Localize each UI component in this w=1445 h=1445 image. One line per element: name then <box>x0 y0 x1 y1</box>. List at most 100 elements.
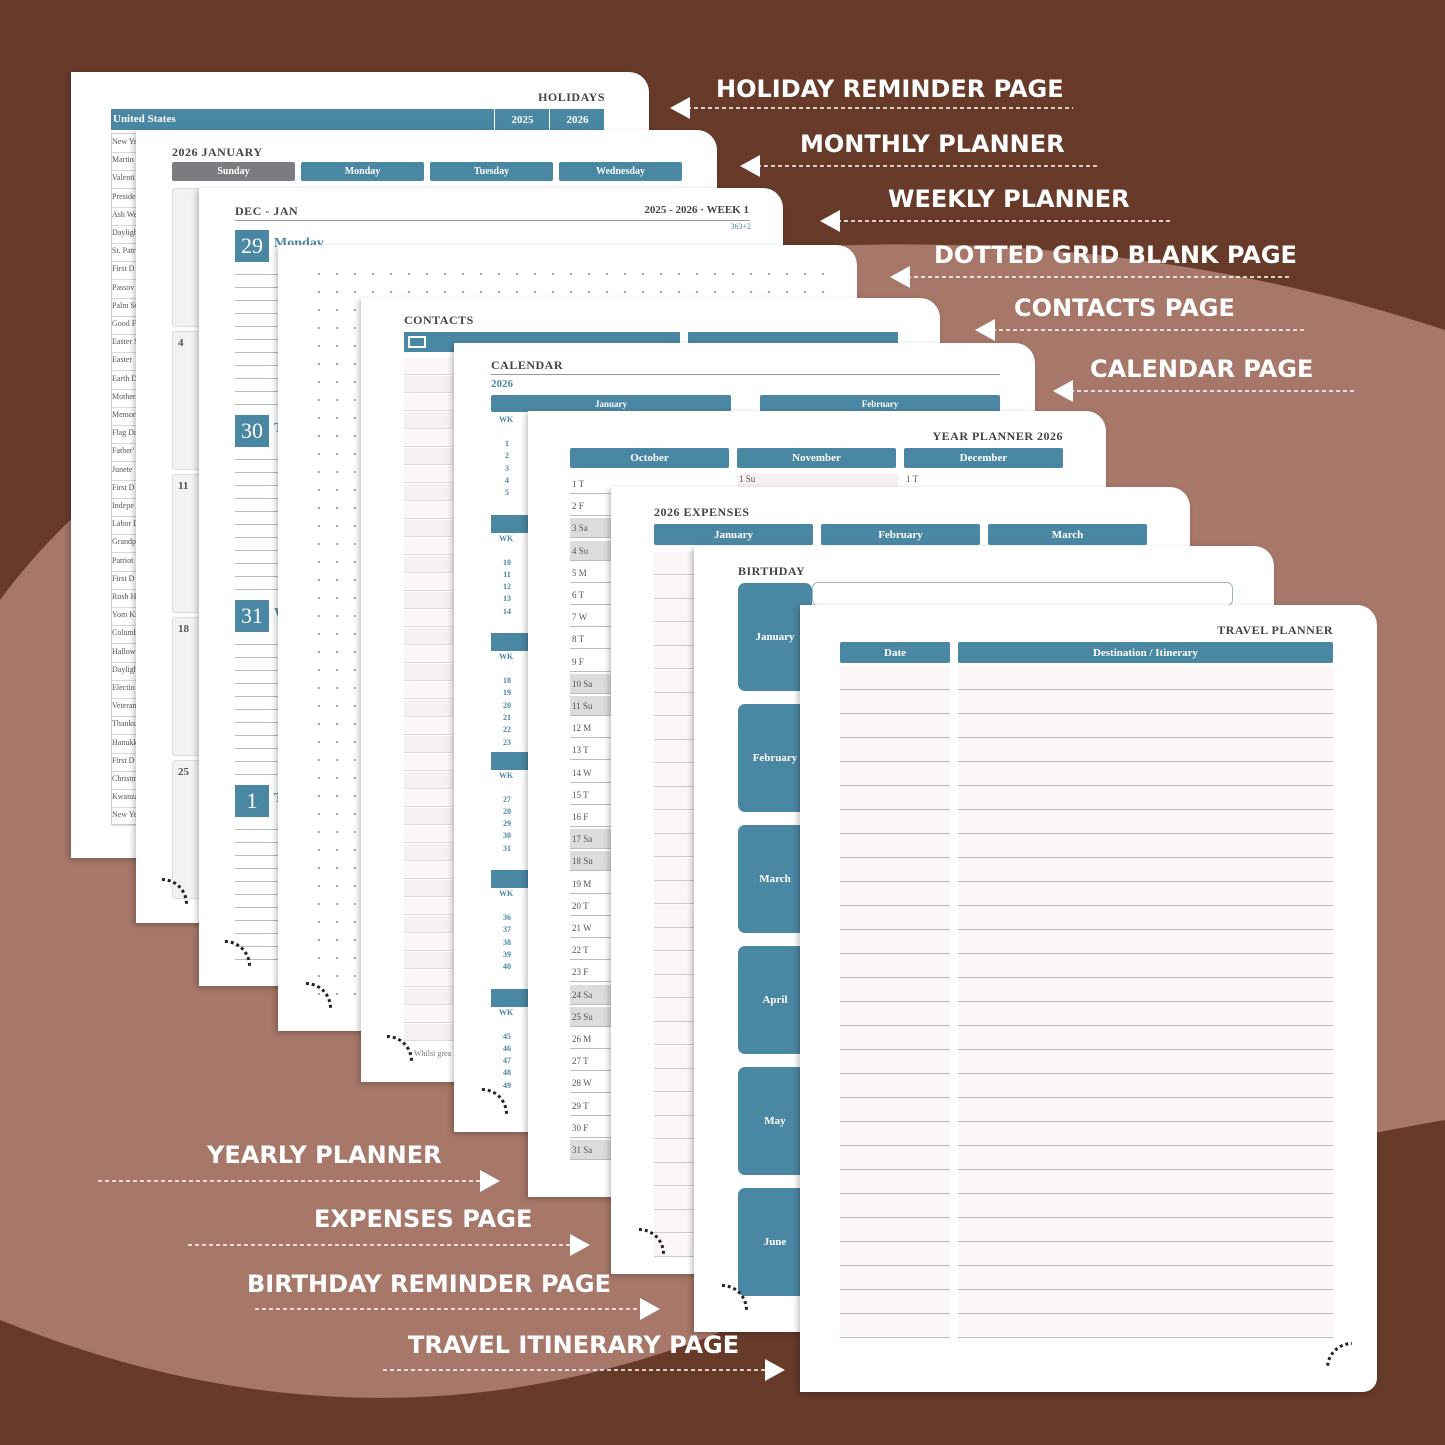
contact-row <box>404 394 460 411</box>
travel-row <box>840 762 950 786</box>
contact-row <box>404 718 460 735</box>
contact-row <box>404 736 460 753</box>
rule-line <box>235 709 280 710</box>
rule-line <box>235 378 280 379</box>
callout-label: CALENDAR PAGE <box>1090 355 1313 383</box>
expense-row <box>654 1022 694 1045</box>
day-cell: 15 T <box>570 784 611 805</box>
day-cell: 28 W <box>570 1073 611 1094</box>
travel-row <box>840 1002 950 1026</box>
day-cell: 20 T <box>570 895 611 916</box>
holiday-row: Christm <box>112 772 136 790</box>
rule-line <box>235 868 280 869</box>
rule-line <box>235 365 280 366</box>
year: 2026 <box>491 378 513 390</box>
wk-label: WK <box>499 533 514 543</box>
expense-row <box>654 1116 694 1139</box>
contact-row <box>404 844 460 861</box>
holiday-row: Easter S <box>112 335 136 354</box>
page-title: YEAR PLANNER 2026 <box>932 429 1063 443</box>
expense-row <box>654 1092 694 1116</box>
rule-line <box>235 459 280 460</box>
contact-row <box>404 682 460 699</box>
country-bar <box>111 109 604 130</box>
travel-row <box>958 1218 1333 1242</box>
contact-row <box>404 610 460 627</box>
day-cell: 31 Sa <box>570 1140 611 1160</box>
day-cell: 2 F <box>570 496 611 517</box>
expense-row <box>654 998 694 1022</box>
contact-row <box>404 664 460 681</box>
travel-row <box>958 1242 1333 1266</box>
callout-arrow <box>740 155 760 177</box>
holiday-row: Flag Da <box>112 426 136 445</box>
week-number: 13 <box>503 594 511 604</box>
travel-row <box>958 762 1333 786</box>
travel-row <box>958 1050 1333 1074</box>
rule-line <box>235 842 280 843</box>
travel-row <box>958 1170 1333 1194</box>
expense-row <box>654 1139 694 1163</box>
page-title: BIRTHDAY <box>738 564 806 578</box>
week-number: 45 <box>503 1031 511 1041</box>
rule-line <box>235 300 280 301</box>
holiday-row: Veteran <box>112 699 136 718</box>
contact-row <box>404 808 460 825</box>
holiday-row: First D <box>112 754 136 772</box>
expense-row <box>654 1045 694 1069</box>
header-bar: October <box>570 448 729 468</box>
travel-row <box>958 1002 1333 1026</box>
expense-row <box>654 693 694 716</box>
year-cell: 2026 <box>549 109 605 130</box>
day-cell: 7 W <box>570 607 611 628</box>
page-title: CONTACTS <box>404 313 474 327</box>
rule-line <box>235 576 280 577</box>
expense-row <box>654 763 694 787</box>
travel-row <box>840 1266 950 1290</box>
expense-row <box>654 951 694 975</box>
travel-row <box>958 810 1333 834</box>
contact-row <box>404 862 460 879</box>
holiday-row: First D <box>112 262 136 281</box>
holiday-row: Valenti <box>112 171 136 190</box>
month-tab: April <box>738 946 812 1054</box>
week-number: 3 <box>505 463 509 473</box>
contact-row <box>404 880 460 897</box>
week-number: 12 <box>503 582 511 592</box>
day-cell: 3 Sa <box>570 518 611 539</box>
contact-row <box>404 556 460 573</box>
expense-row <box>654 1210 694 1233</box>
holiday-row: Ash We <box>112 208 136 226</box>
page-title: 2026 EXPENSES <box>654 505 750 519</box>
callout-arrow <box>1053 380 1073 402</box>
contact-row <box>404 412 460 429</box>
contact-row <box>404 358 460 375</box>
travel-row <box>958 930 1333 954</box>
rule-line <box>235 274 280 275</box>
week-number: 36 <box>503 913 511 922</box>
rule-line <box>235 550 280 551</box>
contact-row <box>404 1024 460 1041</box>
rule-line <box>235 644 280 645</box>
header-bar: Destination / Itinerary <box>958 642 1333 663</box>
week-number: 5 <box>505 488 509 498</box>
callout-label: EXPENSES PAGE <box>314 1205 532 1233</box>
holiday-row: First D <box>112 481 136 499</box>
callout-label: WEEKLY PLANNER <box>888 185 1130 213</box>
rule-line <box>235 894 280 895</box>
day-number: 30 <box>235 415 269 447</box>
rule-line <box>235 391 280 392</box>
expense-row <box>654 787 694 810</box>
week-number: 40 <box>503 962 511 972</box>
holiday-row: Father' <box>112 444 136 463</box>
day-cell: 30 F <box>570 1117 611 1138</box>
header-bar: Tuesday <box>430 162 553 181</box>
rule-line <box>235 722 280 723</box>
week-number: 46 <box>503 1043 511 1053</box>
holiday-row: St. Patr <box>112 244 136 263</box>
contact-row <box>404 646 460 663</box>
day-cell: 5 M <box>570 562 611 583</box>
contact-row <box>404 520 460 537</box>
header-bar: February <box>821 524 980 545</box>
